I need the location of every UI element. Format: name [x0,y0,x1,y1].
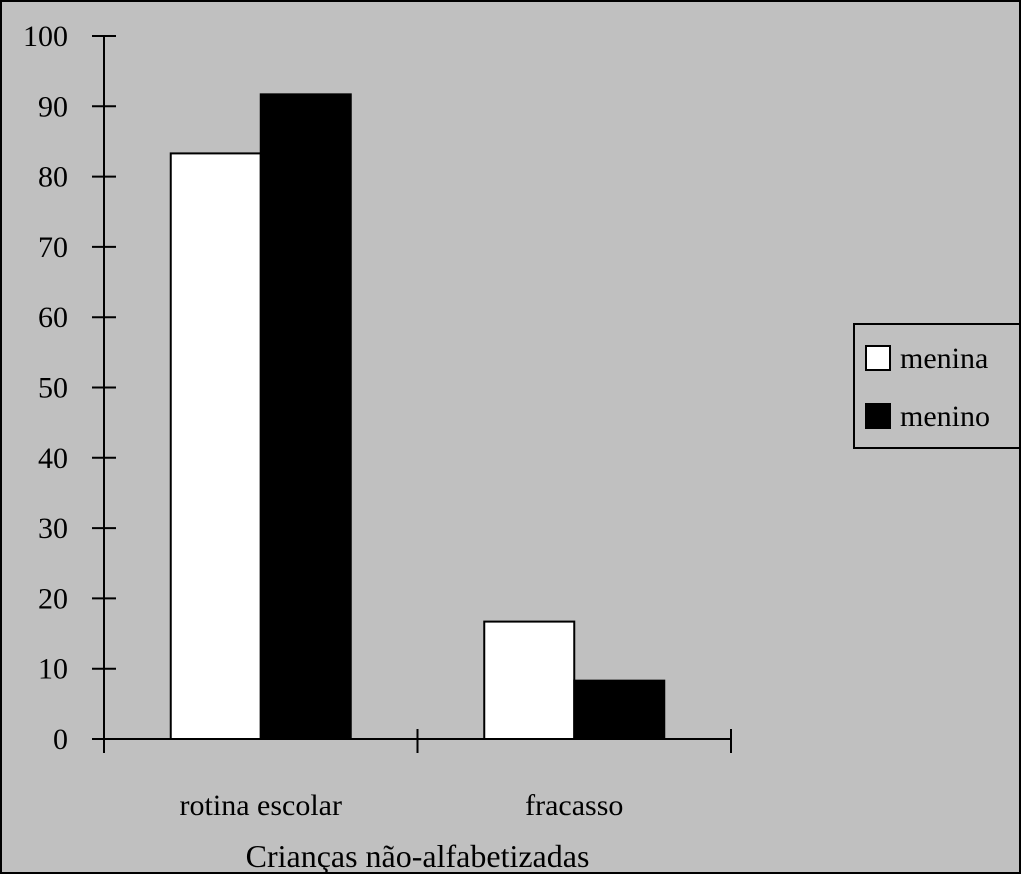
y-tick-label: 70 [38,231,68,264]
bars [169,93,666,740]
y-tick-label: 0 [53,723,68,756]
y-tick-label: 60 [38,301,68,334]
x-axis-title: Crianças não-alfabetizadas [246,838,590,874]
y-tick-label: 10 [38,653,68,686]
legend-swatch-menina [865,345,891,371]
y-tick-label: 40 [38,442,68,475]
y-tick-label: 50 [38,372,68,405]
y-tick-label: 80 [38,161,68,194]
x-category-label: rotina escolar [180,789,342,822]
legend: menina menino [853,323,1019,449]
bar-menino-0 [259,93,352,740]
x-axis: rotina escolar fracasso [103,729,732,822]
y-tick-label: 20 [38,582,68,615]
y-tick-label: 30 [38,512,68,545]
bar-menina-1 [483,620,576,740]
legend-label-menino: menino [900,400,990,433]
y-tick-label: 90 [38,90,68,123]
y-axis: 0 10 20 30 40 50 60 70 80 90 100 [23,20,116,756]
bar-menina-0 [169,152,262,740]
legend-swatch-menino [865,403,891,429]
legend-label-menina: menina [900,342,988,375]
bar-menino-1 [573,679,666,740]
y-tick-label: 100 [23,20,68,53]
x-category-label: fracasso [525,789,623,822]
